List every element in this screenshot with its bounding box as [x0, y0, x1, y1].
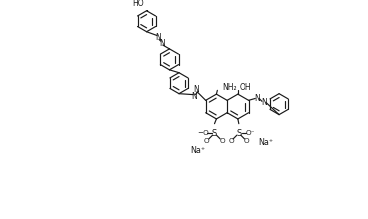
Text: NH₂: NH₂	[222, 83, 237, 92]
Text: N: N	[193, 85, 199, 94]
Text: S: S	[212, 129, 217, 138]
Text: N: N	[254, 94, 260, 103]
Text: Na⁺: Na⁺	[258, 138, 273, 147]
Text: N: N	[191, 92, 197, 101]
Text: −O: −O	[197, 130, 209, 136]
Text: Na⁺: Na⁺	[190, 146, 205, 155]
Text: OH: OH	[240, 83, 251, 92]
Text: N: N	[155, 33, 161, 42]
Text: O: O	[244, 138, 249, 144]
Text: S: S	[236, 129, 241, 138]
Text: O: O	[229, 138, 234, 144]
Text: HO: HO	[132, 0, 144, 8]
Text: O: O	[204, 138, 210, 144]
Text: O⁻: O⁻	[245, 130, 255, 136]
Text: O: O	[219, 138, 225, 144]
Text: N: N	[261, 98, 267, 107]
Text: N: N	[159, 39, 165, 48]
